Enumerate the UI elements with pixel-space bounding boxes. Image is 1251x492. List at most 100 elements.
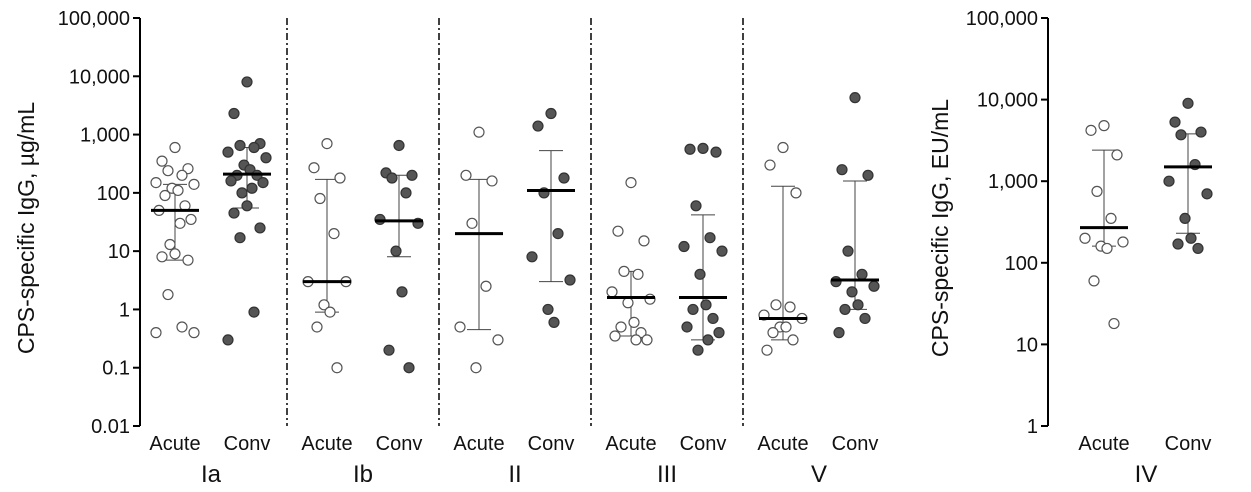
data-point-acute <box>470 362 482 374</box>
data-point-conv <box>1172 238 1184 250</box>
category-label: Conv <box>528 433 575 455</box>
data-point-acute <box>622 297 634 309</box>
data-point-acute <box>321 138 333 150</box>
data-point-conv <box>254 222 266 234</box>
data-point-conv <box>868 280 880 292</box>
data-point-conv <box>1169 116 1181 128</box>
data-point-conv <box>1195 126 1207 138</box>
group-label: III <box>657 461 677 488</box>
data-point-conv <box>241 200 253 212</box>
data-point-acute <box>1088 275 1100 287</box>
data-point-acute <box>1085 124 1097 136</box>
data-point-conv <box>856 268 868 280</box>
data-point-conv <box>704 232 716 244</box>
y-tick-label: 1,000 <box>80 125 130 147</box>
category-label: Acute <box>149 433 200 455</box>
data-point-acute <box>150 327 162 339</box>
category-label: Acute <box>757 433 808 455</box>
data-point-acute <box>625 176 637 189</box>
data-point-conv <box>545 107 557 120</box>
data-point-acute <box>787 334 799 346</box>
data-point-acute <box>618 265 630 277</box>
data-point-acute <box>454 321 466 333</box>
data-point-conv <box>228 207 240 219</box>
data-point-acute <box>630 334 642 346</box>
data-point-acute <box>174 217 186 229</box>
y-tick-label: 1 <box>1027 416 1038 438</box>
data-point-acute <box>1117 236 1129 248</box>
data-point-conv <box>678 240 690 253</box>
data-point-acute <box>1111 149 1123 161</box>
category-label: Acute <box>453 433 504 455</box>
data-point-acute <box>460 169 472 181</box>
category-label: Acute <box>1078 433 1129 455</box>
data-point-conv <box>548 316 560 328</box>
data-point-acute <box>780 321 792 333</box>
category-label: Conv <box>680 433 727 455</box>
data-point-acute <box>150 176 162 189</box>
data-point-conv <box>400 187 412 199</box>
data-point-acute <box>473 126 485 138</box>
data-point-conv <box>859 312 871 325</box>
data-point-acute <box>1108 317 1120 330</box>
data-point-acute <box>308 162 320 174</box>
data-point-acute <box>1105 212 1117 225</box>
data-point-conv <box>1175 129 1187 141</box>
data-point-acute <box>761 344 773 356</box>
data-point-acute <box>609 330 621 342</box>
category-label: Conv <box>376 433 423 455</box>
data-point-acute <box>641 334 653 346</box>
category-label: Conv <box>832 433 879 455</box>
data-point-conv <box>846 286 858 298</box>
group-label: IV <box>1135 461 1158 488</box>
data-point-conv <box>222 334 234 346</box>
data-point-acute <box>169 248 181 260</box>
data-point-acute <box>644 293 656 305</box>
data-point-acute <box>176 321 188 333</box>
data-point-acute <box>162 288 174 301</box>
data-point-acute <box>162 165 174 177</box>
data-point-conv <box>713 327 725 339</box>
data-point-conv <box>1185 232 1197 244</box>
data-point-conv <box>1179 212 1191 225</box>
data-point-acute <box>188 327 200 339</box>
data-point-conv <box>684 143 696 155</box>
data-point-acute <box>1091 185 1103 197</box>
data-point-conv <box>833 327 845 339</box>
data-point-conv <box>830 276 842 288</box>
data-point-acute <box>480 280 492 292</box>
data-point-acute <box>318 299 330 311</box>
y-tick-label: 0.1 <box>102 358 130 380</box>
data-point-acute <box>182 254 194 266</box>
data-point-conv <box>390 245 402 257</box>
data-point-conv <box>248 141 260 154</box>
data-point-acute <box>156 155 168 167</box>
y-tick-label: 10 <box>1016 334 1038 356</box>
data-point-conv <box>710 146 722 158</box>
y-tick-label: 100 <box>1005 253 1038 275</box>
data-point-conv <box>406 169 418 181</box>
data-point-conv <box>681 321 693 333</box>
data-point-conv <box>716 245 728 257</box>
data-point-conv <box>700 299 712 311</box>
data-point-acute <box>466 217 478 229</box>
data-point-acute <box>324 306 336 318</box>
data-point-conv <box>1182 97 1194 109</box>
data-point-conv <box>260 152 272 164</box>
data-point-conv <box>248 306 260 318</box>
y-tick-label: 100,000 <box>966 8 1038 30</box>
data-point-acute <box>176 169 188 181</box>
data-point-conv <box>393 139 405 152</box>
data-point-acute <box>311 321 323 333</box>
data-point-acute <box>606 286 618 298</box>
data-point-acute <box>764 159 776 171</box>
y-tick-label: 10,000 <box>69 66 130 88</box>
data-point-conv <box>246 182 258 194</box>
data-point-acute <box>188 178 200 190</box>
y-axis-title: CPS-specific IgG, EU/mL <box>927 99 953 357</box>
y-tick-label: 10 <box>108 241 130 263</box>
data-point-acute <box>331 362 343 374</box>
y-tick-label: 1 <box>119 299 130 321</box>
category-label: Acute <box>605 433 656 455</box>
data-point-acute <box>612 225 624 237</box>
